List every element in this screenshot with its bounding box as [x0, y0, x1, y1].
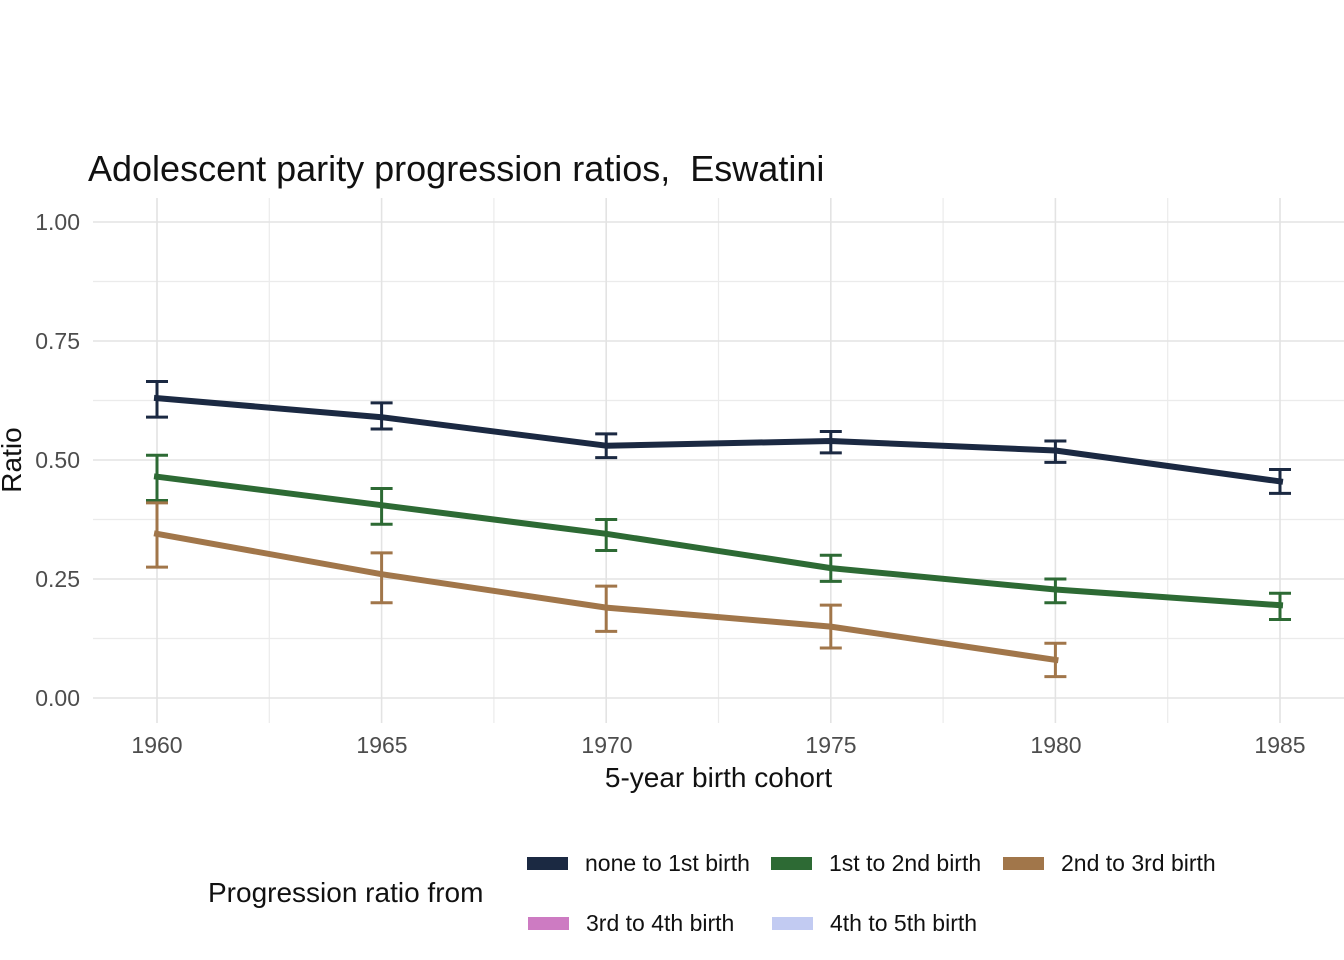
x-tick-label: 1980: [1030, 732, 1082, 758]
series-2: [153, 530, 1059, 664]
legend-item-label: 3rd to 4th birth: [586, 909, 735, 936]
x-axis-title: 5-year birth cohort: [604, 762, 833, 793]
x-tick-label: 1975: [805, 732, 857, 758]
legend-swatch-icon: [771, 856, 812, 870]
chart-title: Adolescent parity progression ratios, Es…: [88, 148, 825, 189]
error-bars-2: [146, 501, 1067, 679]
legend-item-1: 1st to 2nd birth: [771, 850, 981, 876]
x-tick-label: 1985: [1254, 732, 1306, 758]
legend-swatch-icon: [1003, 856, 1044, 870]
series-line-0: [153, 394, 1284, 485]
legend-swatch-icon: [528, 916, 569, 930]
x-tick-label: 1965: [356, 732, 408, 758]
legend-item-3: 3rd to 4th birth: [528, 910, 734, 936]
series-line-2: [153, 530, 1059, 664]
legend-swatch-icon: [772, 916, 813, 930]
series-1: [153, 473, 1284, 609]
legend-item-label: none to 1st birth: [585, 849, 750, 876]
x-tick-label: 1970: [581, 732, 633, 758]
legend-item-0: none to 1st birth: [527, 850, 750, 876]
legend-item-label: 1st to 2nd birth: [829, 849, 982, 876]
y-tick-label: 0.50: [35, 447, 80, 473]
x-tick-label: 1960: [131, 732, 183, 758]
series-line-1: [153, 473, 1284, 609]
series-0: [153, 394, 1284, 485]
y-tick-label: 1.00: [35, 209, 80, 235]
legend-title: Progression ratio from: [208, 877, 484, 908]
legend-item-4: 4th to 5th birth: [772, 910, 977, 936]
y-tick-label: 0.25: [35, 566, 80, 592]
legend-item-2: 2nd to 3rd birth: [1003, 850, 1216, 876]
legend-item-label: 4th to 5th birth: [830, 909, 978, 936]
legend-swatch-icon: [527, 856, 568, 870]
y-tick-label: 0.75: [35, 328, 80, 354]
legend-item-label: 2nd to 3rd birth: [1061, 849, 1216, 876]
y-tick-label: 0.00: [35, 685, 80, 711]
y-axis-title: Ratio: [0, 427, 27, 493]
